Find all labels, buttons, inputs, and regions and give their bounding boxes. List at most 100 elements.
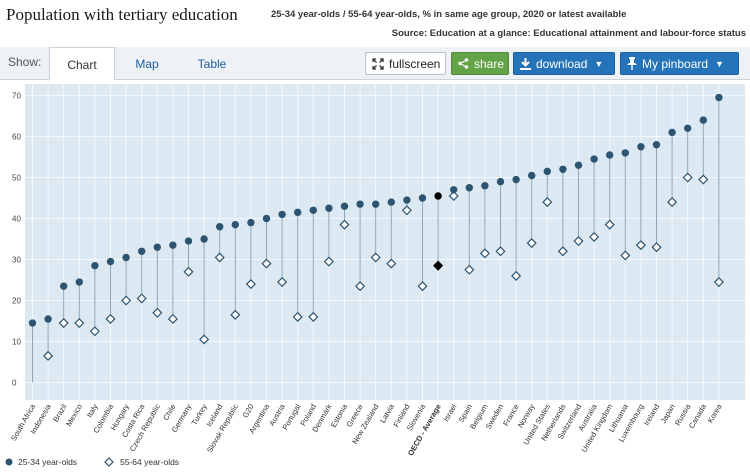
data-point-25-34 [60,282,68,290]
y-tick-label: 10 [12,338,21,347]
plot-background [25,84,745,400]
data-point-25-34 [356,200,364,208]
data-point-25-34 [496,177,505,186]
data-point-55-64 [495,246,506,257]
legend-marker-55-64 [104,457,114,467]
fullscreen-icon [372,57,384,70]
data-point-25-34 [138,247,146,255]
y-tick-label: 60 [12,133,21,142]
data-point-25-34 [450,186,458,194]
data-point-25-34 [637,143,645,151]
data-point-55-64 [713,277,724,288]
data-point-55-64 [651,242,662,253]
data-point-25-34 [590,155,598,163]
page-title: Population with tertiary education [6,5,238,24]
data-point-55-64 [604,219,615,230]
pin-icon [627,57,637,70]
data-point-25-34 [231,220,239,229]
x-category-label: G20 [241,403,256,420]
y-tick-label: 70 [12,92,21,101]
data-point-55-64 [417,281,428,292]
data-point-25-34 [262,214,271,223]
source-note: Source: Education at a glance: Education… [391,28,746,39]
data-point-25-34 [75,278,84,286]
data-point-55-64 [214,252,225,263]
data-point-25-34 [216,223,224,231]
download-button[interactable]: download ▼ [513,52,615,75]
data-point-55-64 [167,313,178,324]
data-point-55-64 [448,190,459,201]
data-point-25-34 [465,184,473,192]
data-point-55-64 [308,311,319,322]
data-point-25-34 [309,206,317,214]
pinboard-button[interactable]: My pinboard ▼ [620,52,739,75]
data-point-55-64 [620,250,631,261]
data-point-25-34 [169,241,177,249]
tab-table[interactable]: Table [197,57,227,71]
data-point-55-64 [526,238,537,249]
data-point-55-64 [339,219,350,230]
data-point-25-34 [559,165,567,173]
data-point-55-64 [323,256,334,267]
data-point-55-64 [261,258,272,269]
data-point-25-34 [543,167,551,176]
data-point-55-64 [635,240,646,251]
data-point-55-64 [183,266,194,277]
data-point-25-34 [44,315,52,323]
chart-header: Population with tertiary education 25-34… [0,0,750,46]
data-point-55-64 [401,205,412,216]
data-point-55-64 [58,318,69,329]
show-label: Show: [8,55,42,69]
data-point-55-64 [152,307,163,318]
data-point-55-64 [277,277,288,288]
legend-label-55-64: 55-64 year-olds [120,457,179,467]
chart-subtitle: 25-34 year-olds / 55-64 year-olds, % in … [271,9,627,20]
data-point-55-64 [433,260,444,271]
y-tick-label: 40 [12,215,21,224]
y-tick-label: 20 [12,297,21,306]
data-point-25-34 [325,204,333,212]
data-point-55-64 [667,197,678,208]
data-point-55-64 [245,279,256,290]
data-point-55-64 [511,270,522,281]
data-point-25-34 [340,202,349,210]
chevron-down-icon: ▼ [594,58,604,69]
tab-map[interactable]: Map [135,57,159,71]
data-point-25-34 [621,149,629,157]
x-category-label: Korea [706,402,724,425]
data-point-55-64 [682,172,693,183]
data-point-25-34 [606,151,614,159]
legend-label-25-34: 25-34 year-olds [18,457,77,467]
data-point-25-34 [418,194,427,202]
data-point-55-64 [370,252,381,263]
data-point-25-34 [28,319,37,327]
legend-marker-25-34 [5,458,13,466]
tab-chart[interactable]: Chart [49,47,115,81]
data-point-55-64 [573,236,584,247]
data-point-25-34 [528,171,536,180]
data-point-25-34 [294,208,302,217]
y-tick-label: 50 [12,174,21,183]
x-category-label: Ireland [642,403,661,428]
download-label: download [536,56,588,71]
data-point-55-64 [199,334,210,345]
data-point-55-64 [542,197,553,208]
data-point-25-34 [434,192,442,200]
fullscreen-button[interactable]: fullscreen [365,52,446,75]
data-point-25-34 [372,200,380,208]
pinboard-label: My pinboard [642,56,709,71]
data-point-25-34 [184,237,193,245]
data-point-55-64 [105,313,116,324]
data-point-25-34 [574,161,583,169]
data-point-25-34 [512,175,520,184]
data-point-55-64 [589,231,600,242]
share-button[interactable]: share [451,52,509,75]
data-point-55-64 [698,174,709,185]
x-category-label: Italy [85,402,100,419]
data-point-25-34 [684,124,692,132]
y-tick-label: 0 [12,379,17,388]
data-point-25-34 [122,253,130,262]
data-point-55-64 [479,248,490,259]
data-point-55-64 [74,318,85,329]
